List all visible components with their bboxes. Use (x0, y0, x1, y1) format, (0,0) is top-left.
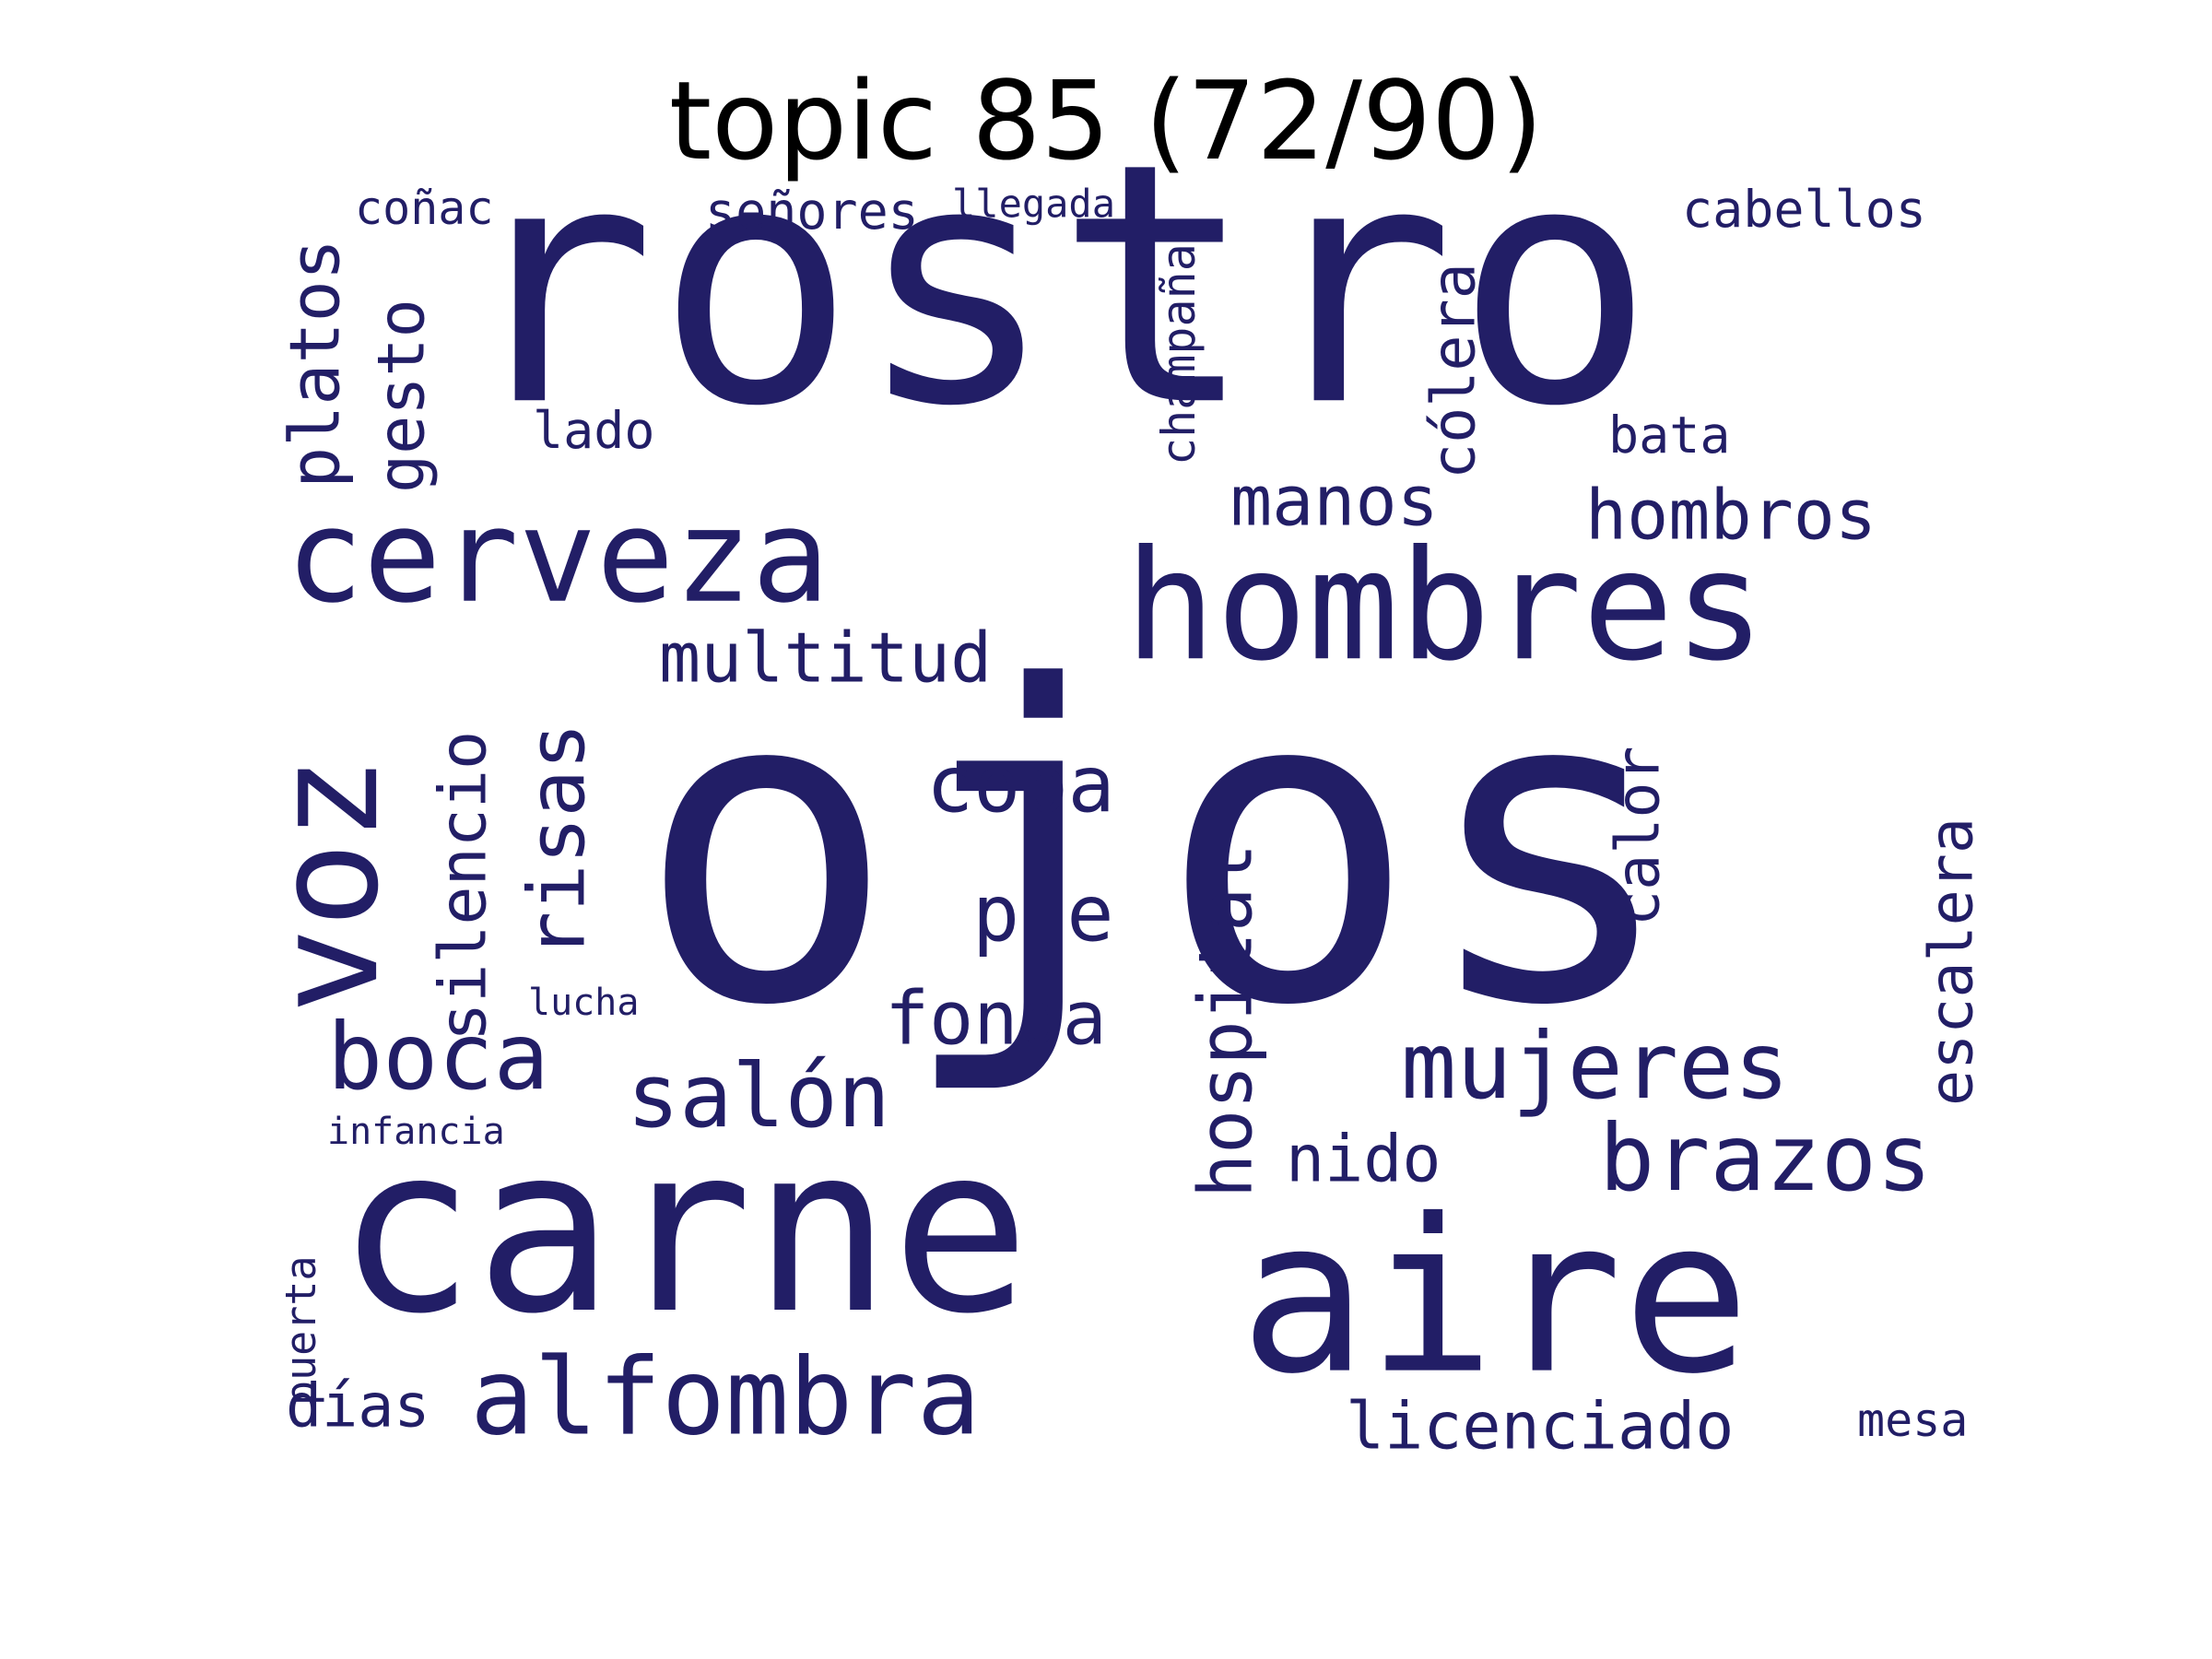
word-lucha: lucha (528, 981, 640, 1024)
word-mujeres: mujeres (1401, 1012, 1790, 1120)
word-platos: platos (274, 239, 356, 488)
word-hombres: hombres (1124, 517, 1766, 695)
page-title: topic 85 (72/90) (668, 57, 1544, 184)
word-aire: aire (1240, 1174, 1750, 1421)
word-llegada: llegada (952, 181, 1116, 227)
word-carne: carne (336, 1096, 1030, 1364)
word-salon: salón (627, 1045, 890, 1147)
word-champana: champaña (1152, 243, 1206, 465)
word-conac: coñac (355, 182, 494, 235)
word-ojos: ojos (636, 595, 1679, 1100)
word-multitud: multitud (659, 617, 993, 699)
word-colera: cólera (1419, 263, 1489, 479)
word-boca: boca (327, 1003, 549, 1111)
word-voz: voz (243, 756, 411, 1014)
word-bata: bata (1608, 406, 1731, 465)
word-licenciado: licenciado (1346, 1388, 1735, 1465)
word-gesto: gesto (363, 299, 440, 493)
word-senores: señores (705, 182, 919, 241)
word-copa: copa (926, 739, 1115, 831)
word-risas: risas (512, 723, 604, 959)
word-manos: manos (1230, 460, 1439, 542)
word-pie: pie (972, 868, 1114, 960)
word-brazos: brazos (1599, 1104, 1933, 1212)
word-escalera: escalera (1917, 817, 1987, 1106)
word-silencio: silencio (425, 730, 501, 1041)
word-puerta: puerta (276, 1255, 325, 1406)
word-calor: calor (1604, 746, 1674, 926)
word-alfombra: alfombra (470, 1335, 981, 1460)
word-cerveza: cerveza (286, 481, 830, 632)
word-fonda: fonda (885, 975, 1107, 1062)
word-cabellos: cabellos (1682, 180, 1926, 240)
word-infancia: infancia (327, 1110, 505, 1153)
word-hospital: hospital (1182, 842, 1269, 1198)
word-dias: días (286, 1371, 430, 1441)
word-lado: lado (533, 401, 655, 461)
word-rostro: rostro (456, 92, 1655, 479)
word-hombros: hombros (1585, 474, 1877, 556)
word-nido: nido (1286, 1121, 1441, 1197)
word-mesa: mesa (1857, 1394, 1969, 1447)
